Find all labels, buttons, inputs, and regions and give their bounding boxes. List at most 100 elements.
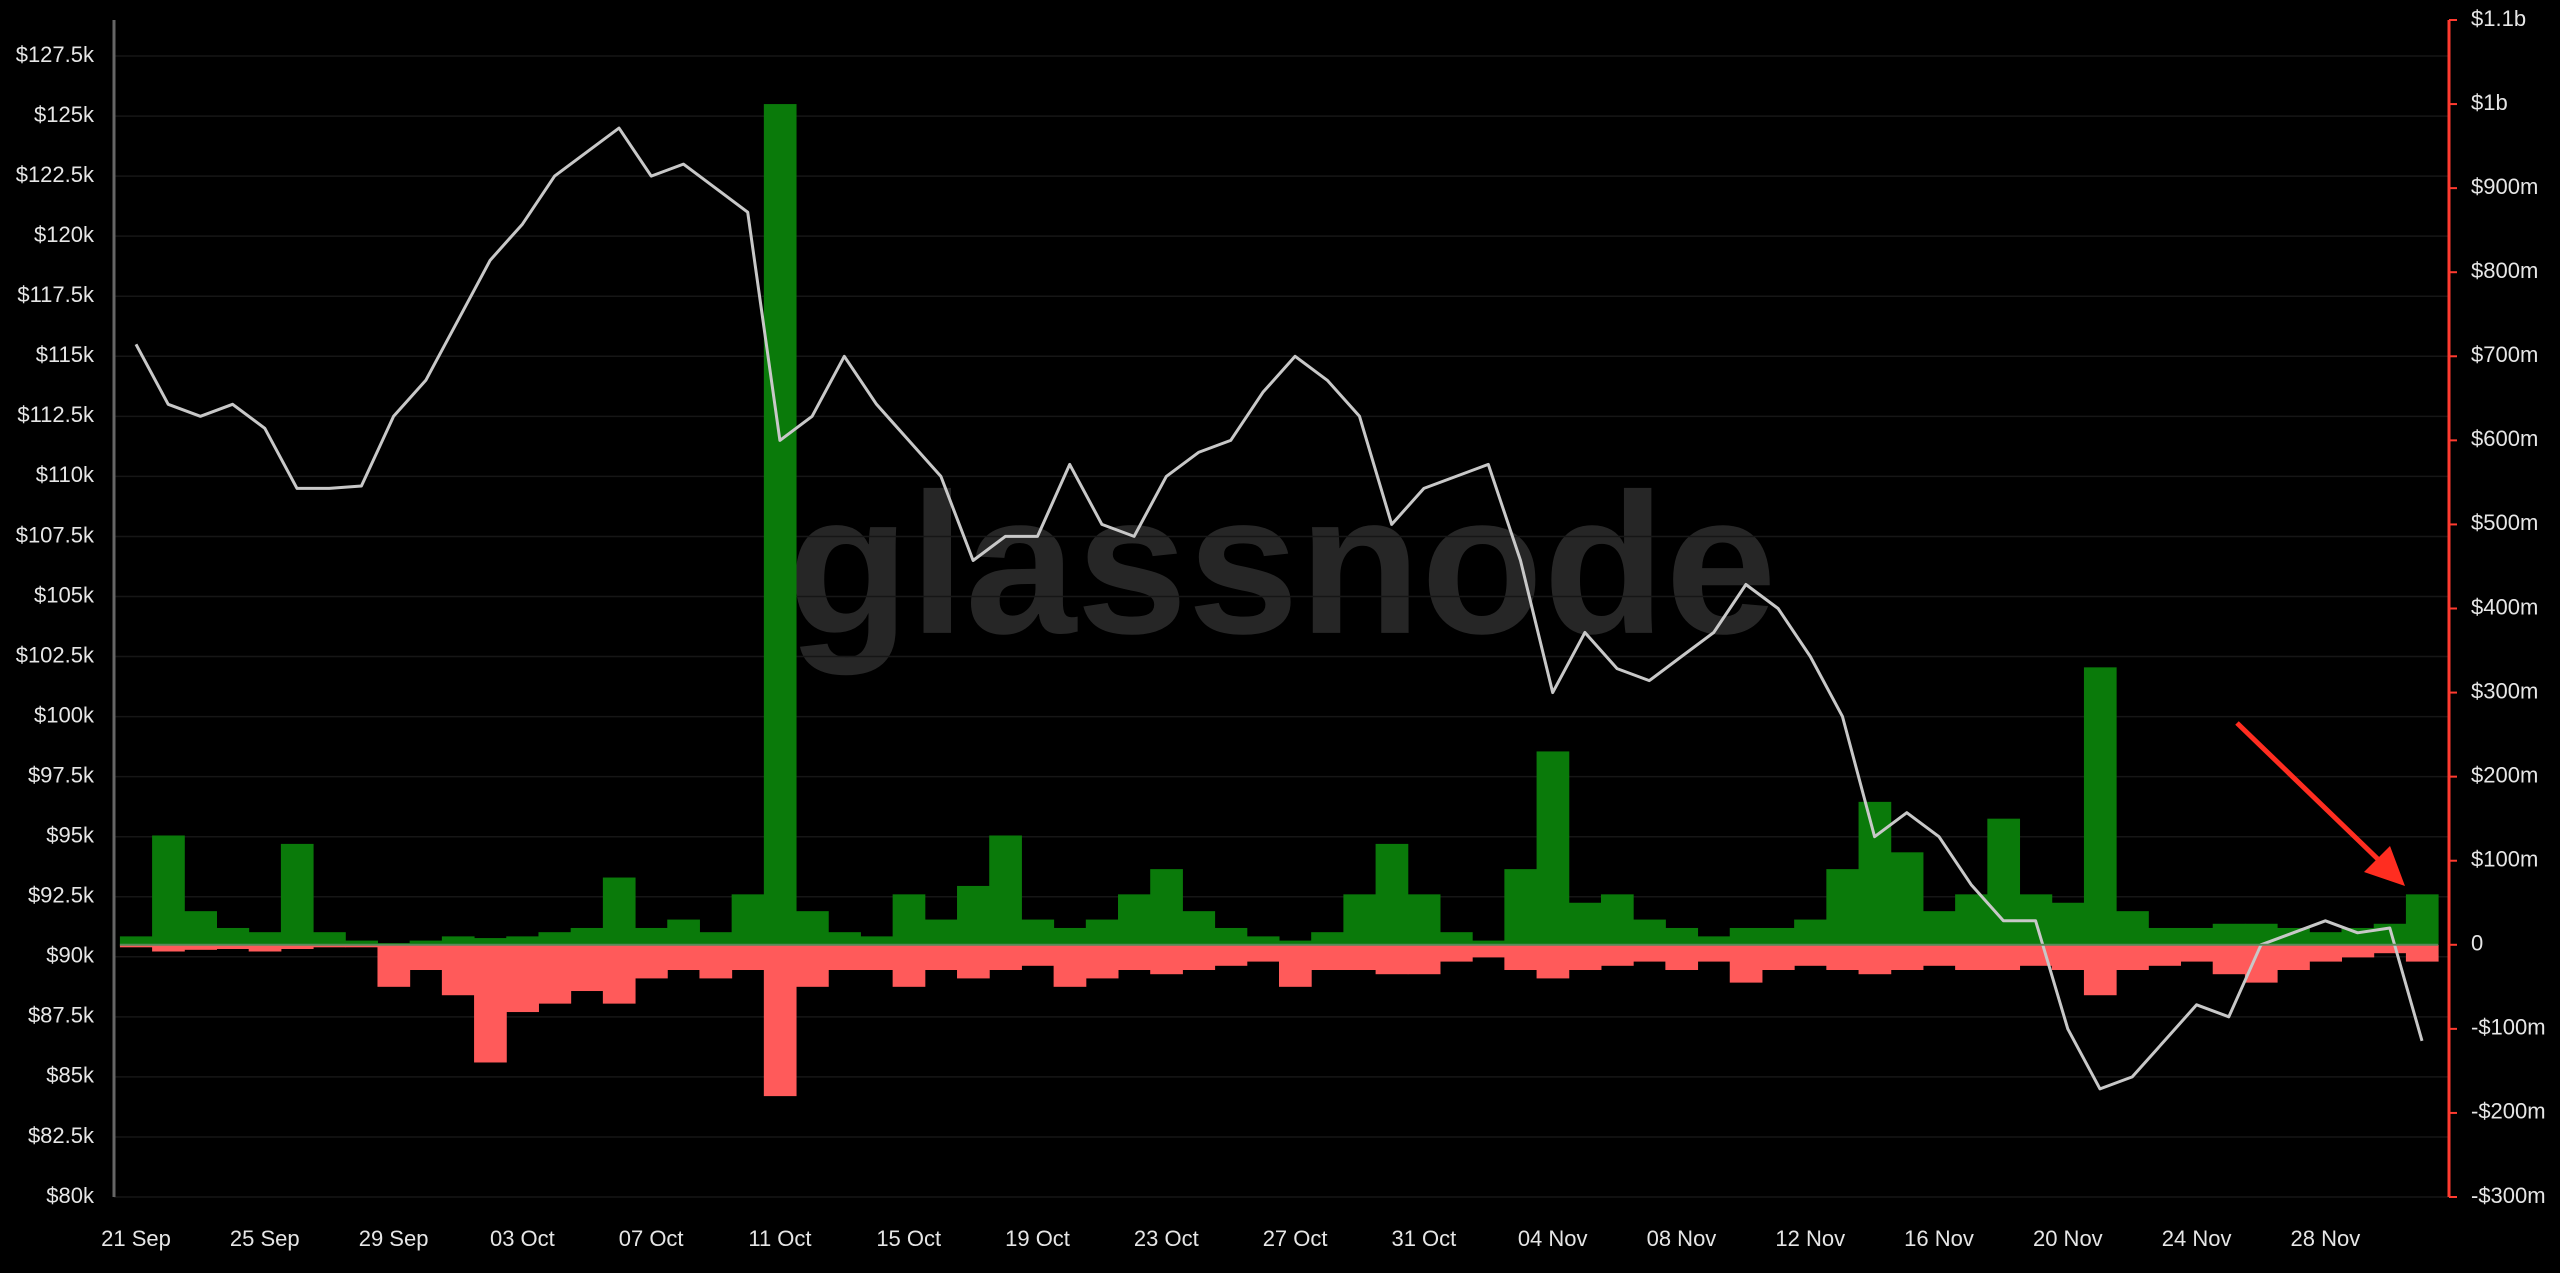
bar	[538, 932, 572, 945]
bar	[1246, 936, 1280, 945]
bar	[313, 944, 346, 948]
y-tick-label: $112.5k	[17, 402, 95, 427]
bar	[2405, 944, 2439, 962]
bar	[216, 927, 250, 945]
bar	[1665, 944, 1699, 971]
y2-tick-label: -$300m	[2471, 1183, 2546, 1208]
bar	[1085, 919, 1119, 945]
y2-tick-label: $300m	[2471, 678, 2538, 703]
bar	[1279, 940, 1312, 945]
bar	[441, 944, 475, 996]
bar	[248, 932, 282, 945]
y2-tick-label: $200m	[2471, 762, 2538, 787]
bar	[119, 936, 153, 945]
bar	[1407, 944, 1441, 975]
bar	[1053, 927, 1087, 945]
bar	[1826, 944, 1860, 971]
bar	[2180, 944, 2214, 962]
bar	[1150, 869, 1183, 945]
x-tick-label: 12 Nov	[1775, 1226, 1845, 1251]
bar	[2309, 944, 2343, 962]
bar	[1375, 944, 1409, 975]
bar	[1600, 894, 1634, 945]
bar	[2212, 923, 2246, 945]
bar	[248, 944, 282, 952]
bar	[2051, 902, 2085, 945]
y2-tick-label: -$200m	[2471, 1099, 2546, 1124]
bar	[345, 944, 378, 948]
y-tick-label: $125k	[34, 102, 95, 127]
bar	[2277, 944, 2310, 971]
bar	[280, 843, 314, 945]
x-tick-label: 19 Oct	[1005, 1226, 1070, 1251]
y-tick-label: $117.5k	[17, 282, 95, 307]
price-line	[134, 126, 2424, 1091]
bar	[1182, 944, 1216, 971]
bar	[1343, 944, 1377, 971]
bar	[796, 911, 829, 945]
x-tick-label: 08 Nov	[1647, 1226, 1717, 1251]
bar	[409, 944, 443, 971]
bar	[1118, 894, 1151, 945]
bar	[1150, 944, 1183, 975]
bar	[2405, 894, 2439, 945]
bar	[699, 944, 733, 979]
x-tick-label: 25 Sep	[230, 1226, 300, 1251]
x-tick-label: 07 Oct	[619, 1226, 684, 1251]
bar	[152, 944, 185, 952]
x-tick-label: 03 Oct	[490, 1226, 555, 1251]
bar	[2083, 667, 2117, 945]
x-tick-label: 15 Oct	[876, 1226, 941, 1251]
bar	[860, 944, 894, 971]
bar	[1955, 894, 1988, 945]
bar	[474, 938, 507, 945]
bar	[1536, 944, 1570, 979]
bar	[1021, 919, 1055, 945]
bar	[602, 877, 636, 945]
bar	[1858, 801, 1892, 945]
bar	[1343, 894, 1377, 945]
y-tick-label: $120k	[34, 222, 95, 247]
y-tick-label: $85k	[46, 1063, 95, 1088]
bar	[763, 104, 797, 945]
bar	[1536, 751, 1570, 945]
y-tick-label: $127.5k	[16, 42, 95, 67]
bar	[1279, 944, 1312, 987]
bar	[635, 944, 668, 979]
y-tick-label: $92.5k	[28, 883, 95, 908]
bar	[989, 835, 1022, 945]
bar	[2277, 927, 2310, 945]
bar	[2373, 944, 2407, 954]
bar	[1697, 936, 1731, 945]
bar	[1439, 932, 1473, 945]
bar	[892, 944, 926, 987]
bar	[2309, 932, 2343, 945]
bar	[1568, 902, 1602, 945]
bar	[1922, 944, 1956, 966]
y-tick-label: $107.5k	[16, 522, 95, 547]
bar	[924, 944, 958, 971]
bar	[2244, 923, 2278, 945]
bar	[2148, 944, 2182, 966]
x-tick-label: 29 Sep	[359, 1226, 429, 1251]
bar	[216, 944, 250, 949]
bar	[989, 944, 1022, 971]
bar	[828, 932, 861, 945]
y2-tick-label: 0	[2471, 931, 2483, 956]
bar	[280, 944, 314, 949]
bar	[1407, 894, 1441, 945]
x-tick-label: 20 Nov	[2033, 1226, 2103, 1251]
y2-tick-label: -$100m	[2471, 1015, 2546, 1040]
y2-tick-label: $600m	[2471, 426, 2538, 451]
x-tick-label: 24 Nov	[2162, 1226, 2232, 1251]
y-tick-label: $102.5k	[16, 642, 95, 667]
bar	[667, 919, 700, 945]
bar	[345, 940, 378, 945]
bar	[1794, 944, 1827, 966]
bar	[1246, 944, 1280, 962]
bar	[441, 936, 475, 945]
bar	[1890, 944, 1924, 971]
bar	[796, 944, 829, 987]
bar	[377, 944, 411, 987]
